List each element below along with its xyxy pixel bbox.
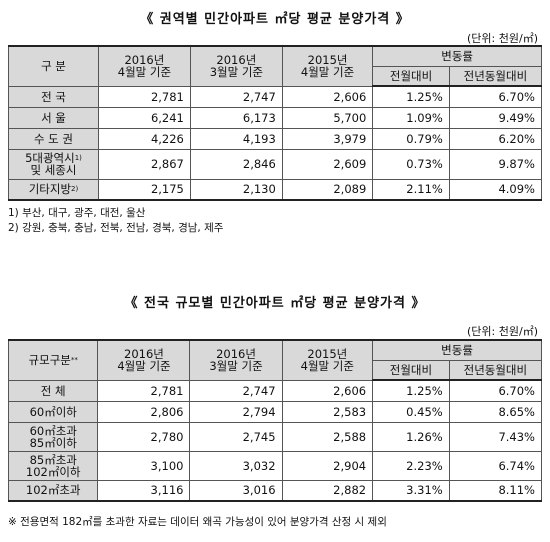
row-label: 서 울 (8, 106, 99, 129)
note-2: 2) 강원, 충북, 충남, 전북, 전남, 경북, 경남, 제주 (8, 222, 224, 234)
cell-yoy: 8.65% (448, 400, 543, 423)
cell-value: 2,904 (281, 450, 374, 481)
cell-value: 4,226 (97, 127, 191, 150)
header-2016-apr: 2016년 4월말 기준 (97, 45, 191, 87)
cell-value: 3,100 (97, 450, 191, 481)
cell-value: 4,193 (189, 127, 283, 150)
table2-title: 《 전국 규모별 민간아파트 ㎡당 평균 분양가격 》 (124, 296, 426, 311)
regional-price-table: 구 분 2016년 4월말 기준 2016년 3월말 기준 2015년 4월말 기준 … (8, 45, 543, 201)
header-2015-apr: 2015년 4월말 기준 (281, 45, 374, 87)
row-label: 기타지방2) (8, 178, 99, 201)
cell-value: 2,882 (281, 479, 374, 502)
cell-value: 3,116 (97, 479, 191, 502)
table-row: 수 도 권 4,226 4,193 3,979 0.79% 6.20% (8, 127, 543, 150)
header-2015-apr: 2015년 4월말 기준 (281, 339, 374, 381)
cell-yoy: 9.49% (448, 106, 543, 129)
cell-value: 5,700 (281, 106, 374, 129)
size-price-table: 규모구분** 2016년 4월말 기준 2016년 3월말 기준 2015년 4월말 … (7, 339, 543, 502)
cell-value: 2,794 (189, 400, 283, 423)
table2-unit: (단위: 천원/㎡) (467, 325, 538, 338)
cell-mom: 0.45% (372, 400, 450, 423)
cell-mom: 2.23% (372, 450, 450, 481)
table-row: 60㎡초과 85㎡이하 2,780 2,745 2,588 1.26% 7.43% (7, 421, 543, 452)
cell-mom: 0.79% (372, 127, 450, 150)
cell-yoy: 7.43% (448, 421, 543, 452)
header-yoy: 전년동월대비 (448, 359, 543, 381)
table-row: 85㎡초과 102㎡이하 3,100 3,032 2,904 2.23% 6.74… (7, 450, 543, 481)
header-2016-mar: 2016년 3월말 기준 (189, 45, 283, 87)
cell-value: 2,089 (281, 178, 374, 201)
row-label: 5대광역시1) 및 세종시 (8, 148, 99, 180)
table1-unit: (단위: 천원/㎡) (467, 32, 538, 45)
cell-mom: 1.25% (372, 85, 450, 108)
row-label: 전 국 (8, 85, 99, 108)
cell-mom: 0.73% (372, 148, 450, 180)
row-label: 전 체 (7, 379, 99, 402)
header-2016-mar: 2016년 3월말 기준 (189, 339, 283, 381)
cell-value: 2,745 (189, 421, 283, 452)
cell-yoy: 6.70% (448, 85, 543, 108)
table-row: 전 체 2,781 2,747 2,606 1.25% 6.70% (7, 379, 543, 402)
table-row: 102㎡초과 3,116 3,016 2,882 3.31% 8.11% (7, 479, 543, 502)
table-row: 5대광역시1) 및 세종시 2,867 2,846 2,609 0.73% 9.… (8, 148, 543, 180)
cell-mom: 2.11% (372, 178, 450, 201)
cell-value: 2,781 (97, 85, 191, 108)
cell-mom: 1.26% (372, 421, 450, 452)
cell-value: 6,241 (97, 106, 191, 129)
header-category: 규모구분** (7, 339, 99, 381)
row-label: 102㎡초과 (7, 479, 99, 502)
header-change-rate: 변동률 (372, 339, 542, 361)
row-label: 85㎡초과 102㎡이하 (7, 450, 99, 481)
cell-mom: 3.31% (372, 479, 450, 502)
cell-value: 2,867 (97, 148, 191, 180)
cell-value: 2,609 (281, 148, 374, 180)
row-label: 60㎡이하 (7, 400, 99, 423)
header-2016-apr: 2016년 4월말 기준 (97, 339, 191, 381)
row-label: 60㎡초과 85㎡이하 (7, 421, 99, 452)
cell-value: 2,583 (281, 400, 374, 423)
cell-yoy: 9.87% (448, 148, 543, 180)
cell-yoy: 8.11% (448, 479, 543, 502)
cell-value: 2,606 (281, 85, 374, 108)
cell-value: 2,806 (97, 400, 191, 423)
cell-value: 2,747 (189, 85, 283, 108)
cell-value: 3,979 (281, 127, 374, 150)
cell-value: 2,130 (189, 178, 283, 201)
table-row: 기타지방2) 2,175 2,130 2,089 2.11% 4.09% (8, 178, 543, 201)
cell-yoy: 6.74% (448, 450, 543, 481)
table2-footnote: ※ 전용면적 182㎡를 초과한 자료는 데이터 왜곡 가능성이 있어 분양가격… (8, 516, 387, 528)
cell-value: 2,781 (97, 379, 191, 402)
cell-mom: 1.25% (372, 379, 450, 402)
cell-value: 2,747 (189, 379, 283, 402)
table-row: 서 울 6,241 6,173 5,700 1.09% 9.49% (8, 106, 543, 129)
cell-value: 2,780 (97, 421, 191, 452)
cell-value: 2,606 (281, 379, 374, 402)
header-change-rate: 변동률 (372, 45, 542, 67)
table-row: 60㎡이하 2,806 2,794 2,583 0.45% 8.65% (7, 400, 543, 423)
cell-value: 3,016 (189, 479, 283, 502)
cell-yoy: 6.70% (448, 379, 543, 402)
cell-value: 3,032 (189, 450, 283, 481)
cell-yoy: 6.20% (448, 127, 543, 150)
header-category: 구 분 (8, 45, 99, 87)
cell-mom: 1.09% (372, 106, 450, 129)
table1-title: 《 권역별 민간아파트 ㎡당 평균 분양가격 》 (140, 12, 410, 27)
cell-value: 2,175 (97, 178, 191, 201)
note-1: 1) 부산, 대구, 광주, 대전, 울산 (8, 207, 146, 219)
table1-notes: 1) 부산, 대구, 광주, 대전, 울산 2) 강원, 충북, 충남, 전북,… (8, 206, 223, 236)
row-label: 수 도 권 (8, 127, 99, 150)
cell-value: 2,588 (281, 421, 374, 452)
cell-value: 6,173 (189, 106, 283, 129)
cell-yoy: 4.09% (448, 178, 543, 201)
header-yoy: 전년동월대비 (448, 65, 543, 87)
table-row: 전 국 2,781 2,747 2,606 1.25% 6.70% (8, 85, 543, 108)
header-mom: 전월대비 (372, 359, 450, 381)
header-mom: 전월대비 (372, 65, 450, 87)
cell-value: 2,846 (189, 148, 283, 180)
